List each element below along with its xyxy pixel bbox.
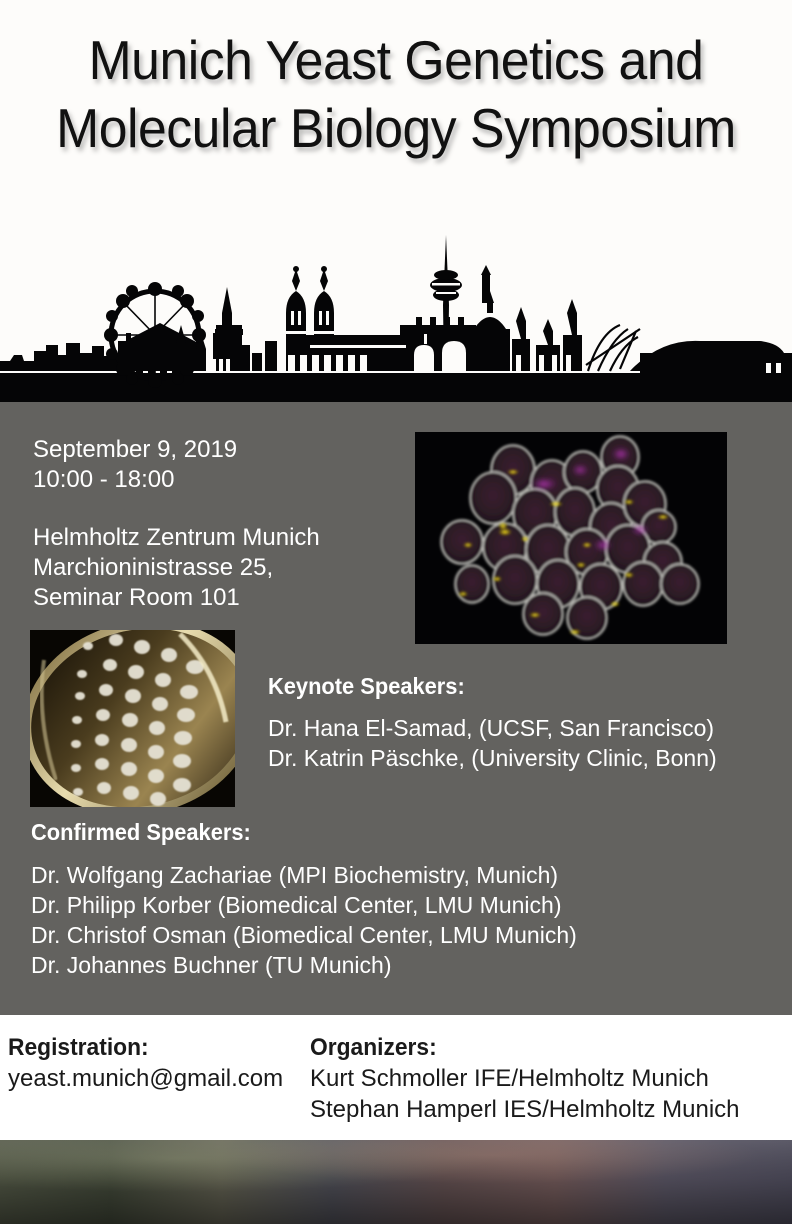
poster-title: Munich Yeast Genetics and Molecular Biol… xyxy=(0,26,792,162)
title-line-2: Molecular Biology Symposium xyxy=(56,97,736,159)
list-item: Dr. Christof Osman (Biomedical Center, L… xyxy=(31,922,577,948)
spacer xyxy=(33,495,320,523)
venue-institution: Helmholtz Zentrum Munich xyxy=(33,524,320,551)
confirmed-heading: Confirmed Speakers: xyxy=(31,819,251,845)
confirmed-speaker-list: Dr. Wolfgang Zachariae (MPI Biochemistry… xyxy=(31,860,577,980)
registration-heading: Registration: xyxy=(8,1034,149,1061)
poster-footer: Registration: yeast.munich@gmail.com Org… xyxy=(0,1015,792,1140)
event-date: September 9, 2019 xyxy=(33,436,238,463)
confirmed-speakers-block: Confirmed Speakers: Dr. Wolfgang Zachari… xyxy=(31,818,577,980)
title-line-1: Munich Yeast Genetics and xyxy=(88,29,704,91)
yeast-colonies-graphic xyxy=(30,630,235,807)
abstract-gradient-graphic xyxy=(0,1140,792,1224)
list-item: Dr. Philipp Korber (Biomedical Center, L… xyxy=(31,892,562,918)
registration-block: Registration: yeast.munich@gmail.com xyxy=(8,1032,283,1094)
venue-street: Marchioninistrasse 25, xyxy=(33,554,274,581)
main-content-panel: September 9, 2019 10:00 - 18:00 Helmholt… xyxy=(0,402,792,1015)
microscopy-cells-graphic xyxy=(415,432,727,644)
keynote-speaker-list: Dr. Hana El-Samad, (UCSF, San Francisco)… xyxy=(268,713,717,773)
footer-gradient-strip xyxy=(0,1140,792,1224)
organizer-name: Kurt Schmoller IFE/Helmholtz Munich xyxy=(310,1065,709,1092)
list-item: Dr. Katrin Päschke, (University Clinic, … xyxy=(268,745,717,771)
skyline-silhouette-icon xyxy=(0,235,792,403)
event-time: 10:00 - 18:00 xyxy=(33,466,175,493)
venue-room: Seminar Room 101 xyxy=(33,584,240,611)
keynote-speakers-block: Keynote Speakers: Dr. Hana El-Samad, (UC… xyxy=(268,672,717,773)
petri-dish-image xyxy=(30,630,235,807)
keynote-heading: Keynote Speakers: xyxy=(268,673,465,699)
registration-email[interactable]: yeast.munich@gmail.com xyxy=(8,1065,284,1092)
organizers-block: Organizers: Kurt Schmoller IFE/Helmholtz… xyxy=(310,1032,740,1125)
yeast-microscopy-image xyxy=(415,432,727,644)
organizers-heading: Organizers: xyxy=(310,1034,437,1061)
organizer-name: Stephan Hamperl IES/Helmholtz Munich xyxy=(310,1096,740,1123)
event-info-block: September 9, 2019 10:00 - 18:00 Helmholt… xyxy=(33,435,320,613)
munich-skyline-image xyxy=(0,213,792,403)
list-item: Dr. Johannes Buchner (TU Munich) xyxy=(31,952,392,978)
list-item: Dr. Wolfgang Zachariae (MPI Biochemistry… xyxy=(31,862,559,888)
list-item: Dr. Hana El-Samad, (UCSF, San Francisco) xyxy=(268,715,715,741)
